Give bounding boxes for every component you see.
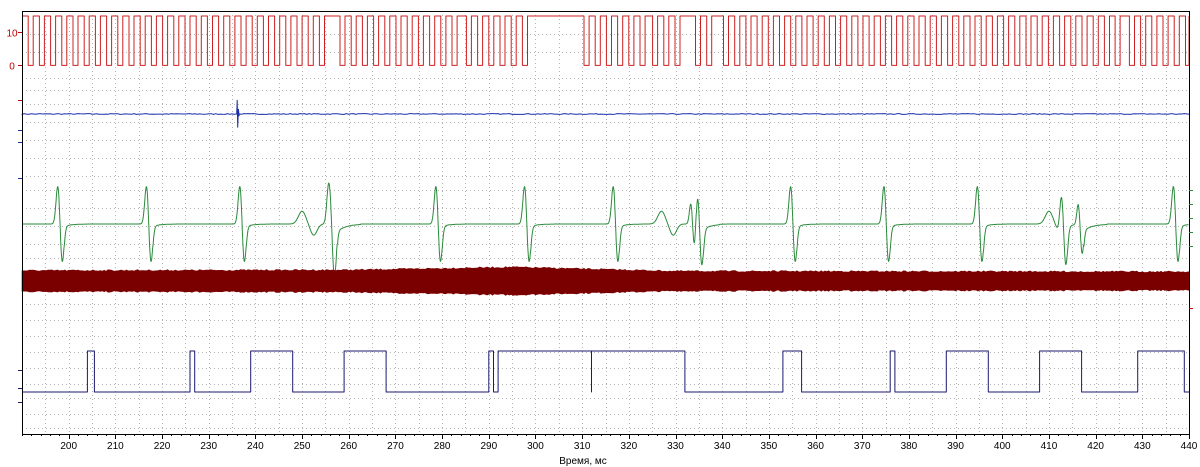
x-tick-label: 400	[994, 441, 1011, 452]
x-tick-label: 380	[901, 441, 918, 452]
series-ch2-trace	[21, 99, 1190, 128]
series-ch1-trace	[22, 15, 1190, 66]
x-tick-label: 280	[434, 441, 451, 452]
x-tick-label: 330	[667, 441, 684, 452]
x-tick-label: 210	[107, 441, 124, 452]
x-tick-label: 440	[1181, 441, 1198, 452]
x-tick-label: 360	[807, 441, 824, 452]
x-tick-label: 430	[1134, 441, 1151, 452]
x-tick-label: 250	[294, 441, 311, 452]
x-tick-label: 310	[574, 441, 591, 452]
x-axis: 200 210 220 230 240 250 260 270 280 290 300 310 320 3…	[22, 434, 1198, 452]
x-tick-label: 270	[387, 441, 404, 452]
grid	[22, 11, 1190, 434]
y-tick-label-ch1: 10	[6, 28, 18, 39]
series-ch5-trace	[22, 350, 1189, 393]
plot-frame	[22, 11, 1190, 435]
x-tick-label: 390	[947, 441, 964, 452]
x-tick-label: 240	[247, 441, 264, 452]
x-tick-label: 370	[854, 441, 871, 452]
x-axis-title: Время, мс	[559, 456, 607, 467]
x-tick-label: 200	[60, 441, 77, 452]
x-tick-label: 290	[480, 441, 497, 452]
y-axis-ch1: 0 10	[6, 28, 22, 72]
series-ch4-band	[21, 266, 1190, 296]
channel-ticks	[18, 100, 1193, 403]
traces	[21, 15, 1190, 393]
x-tick-label: 410	[1041, 441, 1058, 452]
x-tick-label: 340	[714, 441, 731, 452]
y-tick-label-ch1: 0	[9, 61, 15, 72]
x-tick-label: 320	[620, 441, 637, 452]
series-ch3-trace	[22, 182, 1189, 276]
x-tick-label: 350	[761, 441, 778, 452]
x-tick-label: 220	[154, 441, 171, 452]
x-tick-label: 300	[527, 441, 544, 452]
x-tick-label: 230	[200, 441, 217, 452]
x-tick-label: 260	[340, 441, 357, 452]
x-tick-label: 420	[1087, 441, 1104, 452]
